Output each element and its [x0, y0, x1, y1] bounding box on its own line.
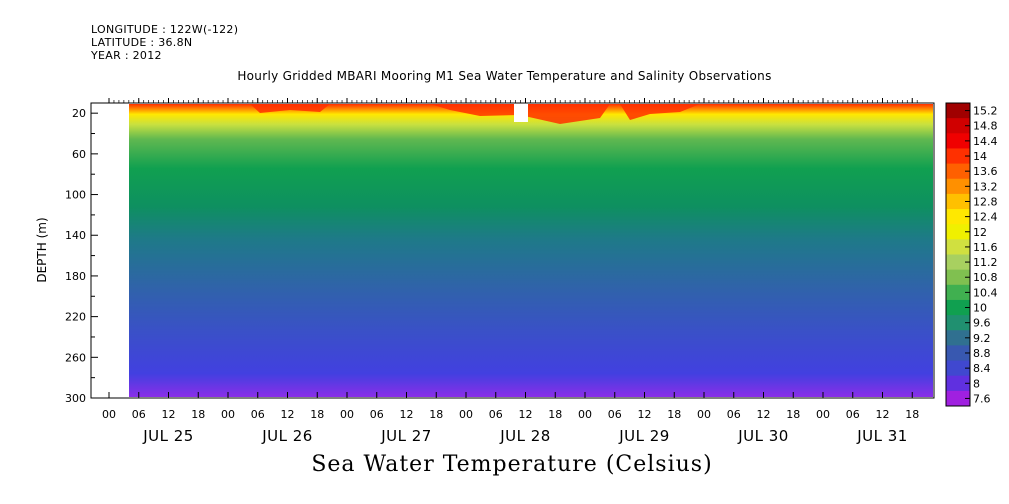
- colorbar-label: 12: [973, 226, 987, 239]
- y-axis-label: DEPTH (m): [35, 217, 49, 282]
- colorbar-swatch: [946, 193, 970, 210]
- colorbar-label: 9.6: [973, 317, 991, 330]
- x-hour-label: 12: [162, 408, 176, 421]
- x-hour-label: 12: [638, 408, 652, 421]
- x-day-label: JUL 26: [261, 427, 313, 445]
- colorbar-label: 14.8: [973, 120, 998, 133]
- colorbar-swatch: [946, 284, 970, 301]
- x-hour-label: 00: [816, 408, 830, 421]
- x-hour-label: 18: [786, 408, 800, 421]
- missing-data-block: [514, 104, 528, 122]
- x-hour-label: 06: [370, 408, 384, 421]
- x-day-label: JUL 25: [142, 427, 194, 445]
- x-axis-title: Sea Water Temperature (Celsius): [311, 452, 713, 477]
- x-axis: 00 06 12 18 00 06 12 18 00 06 12 18 00 06 12 18 00 06 12 18…: [102, 98, 919, 445]
- x-hour-label: 00: [697, 408, 711, 421]
- x-hour-label: 18: [667, 408, 681, 421]
- colorbar-swatch: [946, 148, 970, 165]
- colorbar: 15.2 14.8 14.4 14 13.6 13.2 12.8 12.4 12 11.6 11.2…: [945, 102, 998, 407]
- colorbar-swatch: [946, 118, 970, 134]
- colorbar-swatch: [946, 103, 970, 119]
- x-hour-label: 00: [102, 408, 116, 421]
- x-hour-label: 18: [548, 408, 562, 421]
- colorbar-label: 12.4: [973, 211, 998, 224]
- colorbar-swatch: [946, 163, 970, 180]
- x-hour-label: 18: [310, 408, 324, 421]
- x-hour-label: 06: [846, 408, 860, 421]
- year-label: YEAR : 2012: [91, 49, 162, 62]
- colorbar-label: 11.6: [973, 241, 998, 254]
- y-axis: 20 60 100 140 180 220 260 300: [65, 107, 98, 405]
- x-hour-label: 06: [251, 408, 265, 421]
- y-tick-label: 260: [65, 351, 86, 364]
- x-hour-label: 18: [429, 408, 443, 421]
- colorbar-swatch: [946, 360, 970, 377]
- x-hour-label: 12: [757, 408, 771, 421]
- x-hour-label: 12: [400, 408, 414, 421]
- colorbar-label: 14.4: [973, 135, 998, 148]
- colorbar-label: 8.4: [973, 362, 991, 375]
- colorbar-swatch: [946, 239, 970, 255]
- x-hour-label: 18: [191, 408, 205, 421]
- x-hour-label: 06: [489, 408, 503, 421]
- colorbar-label: 14: [973, 150, 987, 163]
- x-hour-label: 00: [340, 408, 354, 421]
- x-hour-label: 18: [905, 408, 919, 421]
- colorbar-label: 9.2: [973, 332, 991, 345]
- colorbar-swatch: [946, 178, 970, 195]
- y-tick-label: 300: [65, 392, 86, 405]
- colorbar-label: 13.6: [973, 165, 998, 178]
- colorbar-swatch: [946, 269, 970, 286]
- colorbar-label: 8: [973, 377, 980, 390]
- colorbar-label: 12.8: [973, 195, 998, 208]
- y-tick-label: 180: [65, 270, 86, 283]
- colorbar-label: 8.8: [973, 347, 991, 360]
- colorbar-swatch: [946, 209, 970, 225]
- x-day-label: JUL 29: [618, 427, 670, 445]
- x-hour-label: 00: [459, 408, 473, 421]
- x-day-label: JUL 30: [737, 427, 789, 445]
- x-day-label: JUL 31: [856, 427, 908, 445]
- colorbar-swatch: [946, 254, 970, 271]
- colorbar-swatch: [946, 224, 970, 240]
- x-hour-label: 06: [727, 408, 741, 421]
- colorbar-label: 11.2: [973, 256, 998, 269]
- x-hour-label: 12: [281, 408, 295, 421]
- x-day-label: JUL 28: [499, 427, 551, 445]
- latitude-label: LATITUDE : 36.8N: [91, 36, 193, 49]
- colorbar-label: 7.6: [973, 392, 991, 405]
- colorbar-label: 15.2: [973, 105, 998, 118]
- surface-warm-patches: [250, 104, 700, 124]
- colorbar-swatch: [946, 330, 970, 346]
- y-tick-label: 60: [72, 148, 86, 161]
- x-hour-label: 06: [608, 408, 622, 421]
- x-day-label: JUL 27: [380, 427, 432, 445]
- colorbar-frame: [945, 102, 971, 407]
- colorbar-label: 10.8: [973, 271, 998, 284]
- y-tick-label: 220: [65, 311, 86, 324]
- colorbar-label: 10: [973, 302, 987, 315]
- chart-title: Hourly Gridded MBARI Mooring M1 Sea Wate…: [237, 69, 772, 83]
- colorbar-label: 10.4: [973, 286, 998, 299]
- colorbar-swatch: [946, 299, 970, 316]
- temperature-field: [129, 104, 933, 397]
- y-tick-label: 140: [65, 229, 86, 242]
- colorbar-swatch: [946, 315, 970, 331]
- colorbar-swatch: [946, 345, 970, 362]
- colorbar-label: 13.2: [973, 180, 998, 193]
- x-hour-label: 12: [876, 408, 890, 421]
- colorbar-swatch: [946, 390, 970, 407]
- longitude-label: LONGITUDE : 122W(-122): [91, 23, 239, 36]
- x-hour-label: 06: [132, 408, 146, 421]
- x-hour-label: 00: [578, 408, 592, 421]
- x-hour-label: 12: [519, 408, 533, 421]
- colorbar-swatch: [946, 375, 970, 392]
- x-hour-label: 00: [221, 408, 235, 421]
- y-tick-label: 100: [65, 189, 86, 202]
- y-tick-label: 20: [72, 107, 86, 120]
- colorbar-swatch: [946, 133, 970, 149]
